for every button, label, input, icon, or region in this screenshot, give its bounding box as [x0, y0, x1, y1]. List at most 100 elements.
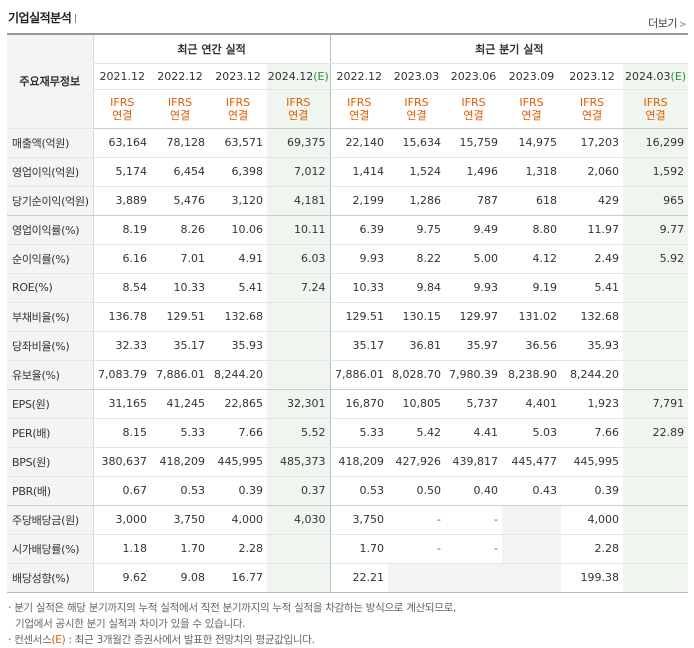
table-cell: 7,083.79: [92, 360, 151, 390]
period-header: 2022.12: [329, 63, 389, 90]
more-link[interactable]: 더보기 >: [648, 15, 686, 31]
table-cell: [623, 505, 689, 535]
table-cell: 17,203: [561, 128, 624, 158]
table-cell: [267, 360, 331, 390]
table-cell: [623, 534, 689, 564]
table-cell: 1,592: [623, 157, 689, 187]
table-cell: 131.02: [502, 302, 562, 332]
table-cell: 36.56: [502, 331, 562, 361]
table-cell: 1.70: [329, 534, 389, 564]
table-cell: 10.11: [267, 215, 331, 245]
table-cell: [623, 476, 689, 506]
table-cell: 445,995: [209, 447, 267, 477]
table-cell: 4.91: [209, 244, 267, 274]
table-cell: 1,414: [329, 157, 389, 187]
table-cell: 8,244.20: [561, 360, 624, 390]
table-cell: 0.43: [502, 476, 562, 506]
table-cell: 2,199: [329, 186, 389, 216]
table-cell: 22.89: [623, 418, 689, 448]
table-cell: 10,805: [388, 389, 446, 419]
table-cell: 78,128: [151, 128, 209, 158]
table-cell: [267, 302, 331, 332]
table-cell: 445,477: [502, 447, 562, 477]
table-cell: 8,244.20: [209, 360, 267, 390]
period-header: 2024.03(E): [623, 63, 689, 90]
table-cell: 132.68: [561, 302, 624, 332]
ifrs-badge: IFRS 연결: [209, 89, 267, 129]
footnote-1: · 분기 실적은 해당 분기까지의 누적 실적에서 직전 분기까지의 누적 실적…: [8, 602, 457, 614]
row-label: 당기순이익(억원): [7, 186, 93, 216]
table-cell: 3,750: [151, 505, 209, 535]
table-cell: [502, 563, 562, 593]
table-cell: 22.21: [329, 563, 389, 593]
table-cell: 2.28: [209, 534, 267, 564]
table-cell: 0.53: [151, 476, 209, 506]
more-link-label: 더보기: [648, 17, 677, 30]
ifrs-badge: IFRS 연결: [445, 89, 503, 129]
row-label: EPS(원): [7, 389, 93, 419]
table-row: 영업이익률(%) 8.19 8.26 10.06 10.11 6.39 9.75 9.49 8.…: [7, 215, 689, 245]
table-cell: 41,245: [151, 389, 209, 419]
ifrs-badge: IFRS 연결: [329, 89, 389, 129]
row-label: 시가배당률(%): [7, 534, 93, 564]
table-cell: 199.38: [561, 563, 624, 593]
table-cell: 5.41: [561, 273, 624, 303]
table-row: BPS(원) 380,637 418,209 445,995 485,373 418,20…: [7, 447, 689, 477]
table-cell: 8.26: [151, 215, 209, 245]
table-cell: [388, 563, 446, 593]
table-cell: 5.41: [209, 273, 267, 303]
period-header: 2022.12: [151, 63, 209, 90]
table-cell: 35.17: [329, 331, 389, 361]
table-cell: 485,373: [267, 447, 331, 477]
table-cell: [267, 563, 331, 593]
table-cell: 7,886.01: [151, 360, 209, 390]
table-cell: 63,571: [209, 128, 267, 158]
row-label: ROE(%): [7, 273, 93, 303]
table-cell: 5.33: [151, 418, 209, 448]
table-cell: 4,401: [502, 389, 562, 419]
table-cell: 14,975: [502, 128, 562, 158]
table-cell: -: [388, 505, 446, 535]
table-cell: 9.75: [388, 215, 446, 245]
table-cell: [502, 534, 562, 564]
table-cell: 0.50: [388, 476, 446, 506]
table-cell: 9.19: [502, 273, 562, 303]
period-header: 2023.06: [445, 63, 503, 90]
table-cell: 6,398: [209, 157, 267, 187]
table-cell: 9.62: [92, 563, 151, 593]
table-cell: 1,524: [388, 157, 446, 187]
table-cell: 69,375: [267, 128, 331, 158]
section-title: 기업실적분석: [8, 9, 76, 26]
table-cell: 8,238.90: [502, 360, 562, 390]
ifrs-badge: IFRS 연결: [92, 89, 151, 129]
table-cell: 2.28: [561, 534, 624, 564]
table-cell: 5,476: [151, 186, 209, 216]
table-cell: [623, 331, 689, 361]
table-cell: 11.97: [561, 215, 624, 245]
quarter-group-header: 최근 분기 실적: [329, 34, 689, 64]
table-cell: 2,060: [561, 157, 624, 187]
table-row: 매출액(억원) 63,164 78,128 63,571 69,375 22,140 15,…: [7, 128, 689, 158]
period-header: 2021.12: [92, 63, 151, 90]
period-header: 2023.12: [561, 63, 624, 90]
period-header: 2023.09: [502, 63, 562, 90]
table-cell: 35.93: [209, 331, 267, 361]
table-cell: 129.97: [445, 302, 503, 332]
table-cell: 8,028.70: [388, 360, 446, 390]
chevron-right-icon: >: [678, 20, 687, 30]
table-cell: [267, 331, 331, 361]
table-cell: 0.37: [267, 476, 331, 506]
table-cell: [623, 360, 689, 390]
table-cell: 7,012: [267, 157, 331, 187]
table-cell: 5.42: [388, 418, 446, 448]
table-cell: [502, 505, 562, 535]
table-cell: 9.93: [445, 273, 503, 303]
table-cell: 0.67: [92, 476, 151, 506]
ifrs-badge: IFRS 연결: [502, 89, 562, 129]
table-cell: 5.52: [267, 418, 331, 448]
table-row: PBR(배) 0.67 0.53 0.39 0.37 0.53 0.50 0.40 0.43 0.…: [7, 476, 689, 506]
table-cell: 4,000: [561, 505, 624, 535]
table-cell: 1.70: [151, 534, 209, 564]
table-cell: 5,174: [92, 157, 151, 187]
table-cell: 418,209: [151, 447, 209, 477]
